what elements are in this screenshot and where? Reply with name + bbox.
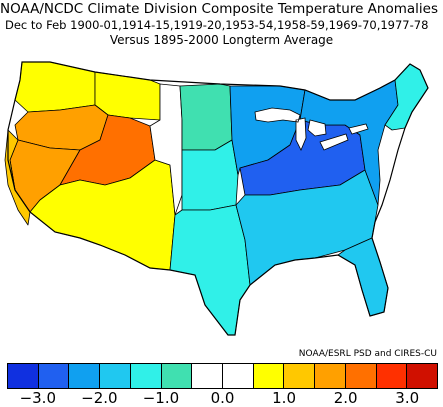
color-scale-ticks: −3.0 −2.0 −1.0 0.0 1.0 2.0 3.0 <box>7 389 438 407</box>
color-swatch <box>407 364 438 388</box>
scale-tick-label: −2.0 <box>81 389 118 407</box>
map-subtitle: Dec to Feb 1900-01,1914-15,1919-20,1953-… <box>5 18 429 32</box>
color-swatch <box>253 364 285 388</box>
scale-tick-label: −3.0 <box>19 389 56 407</box>
color-swatch <box>161 364 193 388</box>
color-swatch <box>223 364 254 388</box>
color-swatch <box>8 364 39 388</box>
color-swatch <box>38 364 70 388</box>
color-swatch <box>284 364 316 388</box>
scale-tick-label: 2.0 <box>333 389 358 407</box>
scale-tick-label: 3.0 <box>395 389 420 407</box>
color-swatch <box>192 364 224 388</box>
map-title: NOAA/NCDC Climate Division Composite Tem… <box>0 1 443 17</box>
region-central-plains <box>181 139 239 211</box>
scale-tick-label: 0.0 <box>210 389 235 407</box>
color-swatch <box>345 364 377 388</box>
color-scale-bar <box>7 363 438 389</box>
region-northern-plains <box>179 83 233 151</box>
color-swatch <box>130 364 162 388</box>
us-anomaly-map <box>4 61 429 336</box>
color-swatch <box>69 364 101 388</box>
color-swatch <box>315 364 346 388</box>
region-california <box>4 129 31 226</box>
scale-tick-label: −1.0 <box>142 389 180 407</box>
great-lakes <box>254 107 369 151</box>
map-regions <box>4 61 429 336</box>
region-florida <box>337 237 389 317</box>
color-swatch <box>100 364 131 388</box>
map-reference: Versus 1895-2000 Longterm Average <box>109 33 334 47</box>
data-credit: NOAA/ESRL PSD and CIRES-CU <box>298 349 437 359</box>
us-outline <box>7 61 429 336</box>
color-swatch <box>376 364 408 388</box>
scale-tick-label: 1.0 <box>272 389 296 407</box>
